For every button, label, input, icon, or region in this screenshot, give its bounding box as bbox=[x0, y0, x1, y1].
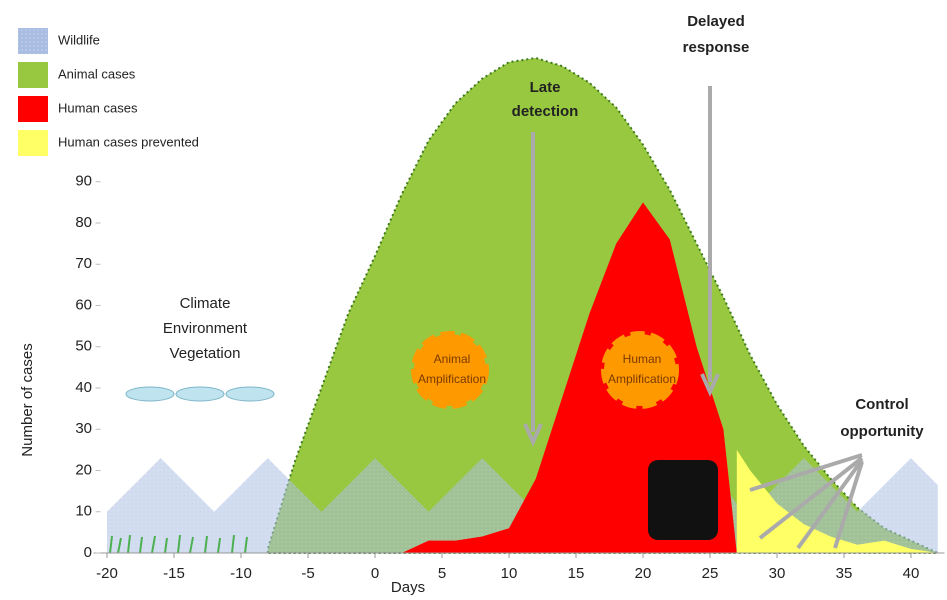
x-tick-label: 30 bbox=[769, 565, 786, 582]
plot-area bbox=[107, 58, 938, 553]
annotation: Human bbox=[623, 352, 662, 366]
cloud-icons bbox=[126, 387, 274, 401]
x-axis-label: Days bbox=[391, 579, 425, 596]
y-tick-label: 80 bbox=[75, 214, 92, 231]
page: {"chart_data": { "type": "area", "x_labe… bbox=[0, 0, 947, 600]
legend-label: Human cases bbox=[58, 100, 138, 115]
x-tick-label: -10 bbox=[230, 565, 252, 582]
y-tick-label: 60 bbox=[75, 296, 92, 313]
y-tick-label: 0 bbox=[84, 544, 92, 561]
x-tick-label: 35 bbox=[836, 565, 853, 582]
x-tick-label: -15 bbox=[163, 565, 185, 582]
annotation: detection bbox=[512, 103, 579, 120]
legend: Wildlife Animal cases Human cases Human cas… bbox=[18, 28, 199, 156]
y-tick-label: 40 bbox=[75, 379, 92, 396]
x-tick-label: 5 bbox=[438, 565, 446, 582]
legend-label: Wildlife bbox=[58, 32, 100, 47]
annotation: response bbox=[683, 39, 750, 56]
annotation: Control bbox=[855, 396, 908, 413]
annotation: Amplification bbox=[418, 372, 486, 386]
y-tick-label: 70 bbox=[75, 255, 92, 272]
legend-swatch bbox=[18, 130, 48, 156]
chart: -20 -15 -10 -5 0 5 10 15 20 25 30 35 40 0 10 20 30 40 50 60… bbox=[0, 0, 947, 600]
x-tick-label: 15 bbox=[568, 565, 585, 582]
crowd-icon bbox=[648, 460, 718, 540]
y-tick-label: 50 bbox=[75, 338, 92, 355]
x-tick-label: 20 bbox=[635, 565, 652, 582]
amplification-icon bbox=[604, 334, 676, 406]
amplification-icon bbox=[414, 334, 486, 406]
legend-swatch bbox=[18, 96, 48, 122]
x-tick-label: 40 bbox=[903, 565, 920, 582]
legend-label: Animal cases bbox=[58, 66, 136, 81]
annotation: Delayed bbox=[687, 13, 745, 30]
x-tick-label: -20 bbox=[96, 565, 118, 582]
annotation: Late bbox=[530, 79, 561, 96]
annotation: Vegetation bbox=[170, 345, 241, 362]
y-tick-label: 30 bbox=[75, 420, 92, 437]
x-tick-label: -5 bbox=[301, 565, 314, 582]
x-tick-label: 25 bbox=[702, 565, 719, 582]
annotation: Amplification bbox=[608, 372, 676, 386]
x-tick-label: 0 bbox=[371, 565, 379, 582]
annotation: opportunity bbox=[840, 423, 924, 440]
y-axis-label: Number of cases bbox=[19, 343, 36, 456]
legend-label: Human cases prevented bbox=[58, 134, 199, 149]
y-tick-label: 90 bbox=[75, 173, 92, 190]
legend-swatch bbox=[18, 28, 48, 54]
annotation: Environment bbox=[163, 320, 248, 337]
legend-swatch bbox=[18, 62, 48, 88]
annotation: Climate bbox=[180, 295, 231, 312]
annotation: Animal bbox=[434, 352, 471, 366]
y-tick-label: 10 bbox=[75, 503, 92, 520]
y-tick-label: 20 bbox=[75, 461, 92, 478]
x-tick-label: 10 bbox=[501, 565, 518, 582]
